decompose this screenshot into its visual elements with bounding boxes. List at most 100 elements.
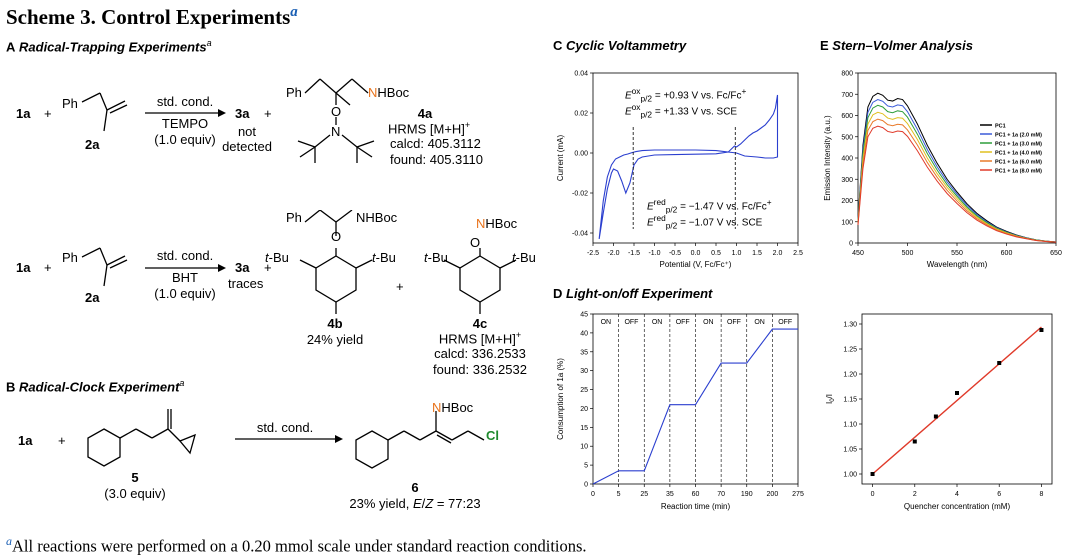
y-tick-label: 600 bbox=[841, 113, 853, 120]
y-tick-label: 800 bbox=[841, 71, 853, 78]
reaction-3-structures bbox=[87, 409, 485, 469]
cv-red-annotation-1: Eredp/2 = −1.47 V vs. Fc/Fc+ bbox=[647, 197, 772, 215]
y-axis-label: Emission Intensity (a.u.) bbox=[823, 115, 832, 201]
nhboc-label: NHBoc bbox=[368, 85, 410, 100]
y-tick-label: 1.25 bbox=[843, 347, 857, 354]
reactant-1a: 1a bbox=[16, 106, 31, 121]
adduct-4a: 4a bbox=[417, 106, 433, 121]
x-tick-label: 5 bbox=[617, 491, 621, 498]
data-point bbox=[997, 361, 1002, 365]
x-axis-label: Potential (V, Fc/Fc⁺) bbox=[660, 260, 732, 269]
segment-label: OFF bbox=[727, 319, 741, 326]
data-point bbox=[912, 439, 917, 444]
y-tick-label: 25 bbox=[580, 387, 588, 394]
hrms-label: HRMS [M+H]+ bbox=[438, 330, 522, 347]
note-detected: detected bbox=[222, 139, 272, 154]
x-tick-label: 0.0 bbox=[691, 250, 701, 257]
chlorine-label: Cl bbox=[486, 428, 499, 443]
y-tick-label: 300 bbox=[841, 177, 853, 184]
x-tick-label: 0 bbox=[871, 491, 875, 498]
x-tick-label: 2 bbox=[913, 491, 917, 498]
y-tick-label: 10 bbox=[580, 444, 588, 451]
y-tick-label: 0 bbox=[584, 482, 588, 489]
tbu-label: t-Bu bbox=[512, 250, 536, 265]
nhboc-label: NHBoc bbox=[432, 400, 474, 415]
stern-volmer-plot: 0 2 4 6 8 1.00 1.05 1.10 1.15 1.20 1.25 1.30 Quenche… bbox=[825, 313, 1053, 511]
note-not: not bbox=[237, 124, 257, 139]
y-tick-label: 30 bbox=[580, 368, 588, 375]
x-tick-label: 650 bbox=[1050, 250, 1062, 257]
condition-equiv: (1.0 equiv) bbox=[154, 286, 216, 301]
x-axis-label: Reaction time (min) bbox=[661, 502, 731, 511]
x-tick-label: -0.5 bbox=[669, 250, 681, 257]
reaction-1-structures bbox=[81, 78, 375, 163]
condition-std: std. cond. bbox=[156, 94, 214, 109]
note-traces: traces bbox=[228, 276, 264, 291]
segment-label: ON bbox=[601, 319, 612, 326]
y-tick-label: 20 bbox=[580, 406, 588, 413]
x-tick-label: 600 bbox=[1001, 250, 1013, 257]
segment-label: OFF bbox=[676, 319, 690, 326]
y-tick-label: 5 bbox=[584, 463, 588, 470]
x-tick-label: 0 bbox=[591, 491, 595, 498]
condition-std: std. cond. bbox=[156, 248, 214, 263]
y-tick-label: 45 bbox=[580, 312, 588, 319]
y-tick-label: 1.15 bbox=[843, 397, 857, 404]
cv-ox-annotation-2: Eoxp/2 = +1.33 V vs. SCE bbox=[625, 102, 738, 120]
legend-entry: PC1 bbox=[995, 124, 1006, 130]
emission-spectra-chart: 450 500 550 600 650 0 100 200 300 400 500 600 700 800… bbox=[823, 71, 1062, 270]
ph-label: Ph bbox=[286, 210, 302, 225]
plus-sign: + bbox=[44, 260, 52, 275]
y-tick-label: 500 bbox=[841, 134, 853, 141]
hrms-calcd: calcd: 405.3112 bbox=[390, 136, 481, 151]
plus-sign: + bbox=[264, 260, 272, 275]
x-axis-label: Quencher concentration (mM) bbox=[904, 502, 1011, 511]
section-b-header: B Radical-Clock Experimenta bbox=[6, 378, 185, 395]
x-tick-label: 450 bbox=[852, 250, 864, 257]
y-tick-label: 1.10 bbox=[843, 422, 857, 429]
x-tick-label: 4 bbox=[955, 491, 959, 498]
section-c-header: C Cyclic Voltammetry bbox=[553, 38, 687, 53]
data-point bbox=[955, 391, 959, 395]
segment-label: ON bbox=[703, 319, 714, 326]
hrms-found: found: 336.2532 bbox=[433, 362, 527, 377]
y-tick-label: 40 bbox=[580, 330, 588, 337]
cv-trace bbox=[598, 94, 779, 240]
x-tick-label: -2.0 bbox=[607, 250, 619, 257]
y-tick-label: 400 bbox=[841, 156, 853, 163]
y-tick-label: 35 bbox=[580, 349, 588, 356]
tbu-label: t-Bu bbox=[372, 250, 396, 265]
plot-frame bbox=[857, 72, 1057, 244]
reactant-1a: 1a bbox=[16, 260, 31, 275]
reactant-2a: 2a bbox=[85, 137, 100, 152]
y-tick-label: -0.02 bbox=[572, 191, 588, 198]
x-tick-label: 550 bbox=[951, 250, 963, 257]
y-tick-label: 1.05 bbox=[843, 447, 857, 454]
y-tick-label: 0.00 bbox=[574, 151, 588, 158]
segment-label: OFF bbox=[778, 319, 792, 326]
x-tick-label: 500 bbox=[902, 250, 914, 257]
x-tick-label: 0.5 bbox=[711, 250, 721, 257]
x-tick-label: -1.0 bbox=[648, 250, 660, 257]
legend-entry: PC1 + 1a (4.0 mM) bbox=[995, 151, 1042, 157]
cv-red-annotation-2: Eredp/2 = −1.07 V vs. SCE bbox=[647, 213, 763, 231]
product-3a: 3a bbox=[235, 260, 250, 275]
legend-entry: PC1 + 1a (2.0 mM) bbox=[995, 133, 1042, 139]
scheme-title: Scheme 3. Control Experimentsa bbox=[6, 4, 298, 29]
y-axis-label: Consumption of 1a (%) bbox=[556, 358, 565, 440]
y-tick-label: -0.04 bbox=[572, 231, 588, 238]
y-tick-label: 0.04 bbox=[574, 71, 588, 78]
x-tick-label: 1.0 bbox=[732, 250, 742, 257]
section-a-header: A Radical-Trapping Experimentsa bbox=[6, 38, 212, 55]
ph-label: Ph bbox=[62, 250, 78, 265]
condition-reagent: BHT bbox=[172, 270, 198, 285]
x-tick-label: 2.0 bbox=[773, 250, 783, 257]
segment-label: ON bbox=[652, 319, 663, 326]
reactant-1a: 1a bbox=[18, 433, 33, 448]
x-tick-label: 25 bbox=[640, 491, 648, 498]
nhboc-label: NHBoc bbox=[476, 216, 518, 231]
y-tick-label: 700 bbox=[841, 92, 853, 99]
linear-fit-line bbox=[872, 326, 1042, 475]
x-tick-label: 190 bbox=[741, 491, 753, 498]
adduct-4c: 4c bbox=[472, 316, 488, 331]
